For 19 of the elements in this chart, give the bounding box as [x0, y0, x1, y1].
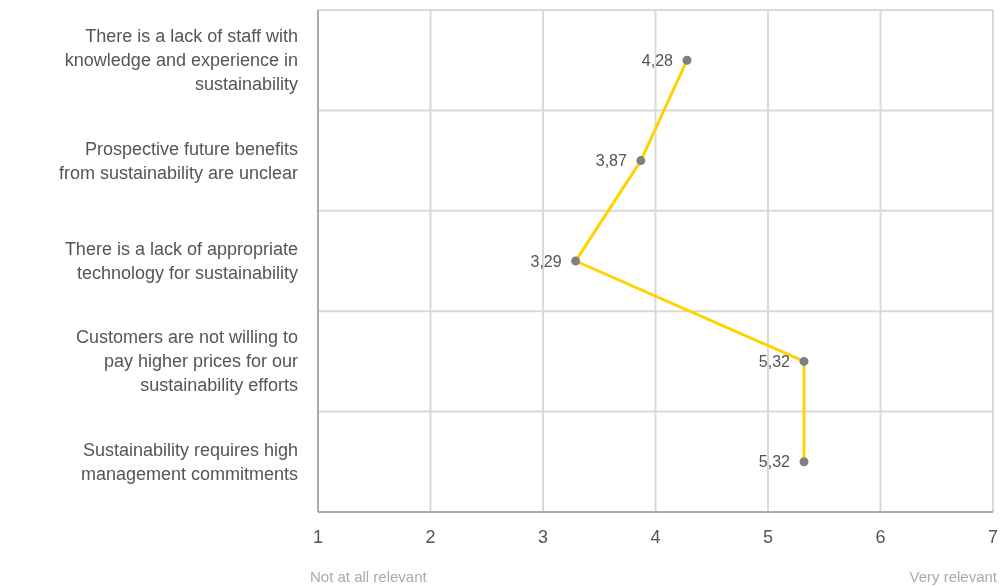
data-label: 5,32 [758, 453, 791, 471]
x-tick-label: 7 [987, 526, 999, 547]
y-tick-label: There is a lack of appropriate technology for sustainability [64, 239, 298, 283]
data-label: 5,32 [758, 352, 791, 370]
y-tick-label: Sustainability requires high management commitments [80, 439, 298, 484]
x-tick-label: 2 [425, 526, 436, 547]
text: Very relevant [909, 568, 997, 585]
data-label: 3,29 [530, 252, 562, 270]
data-label: 3,87 [595, 152, 627, 170]
x-tick-label: 4 [650, 526, 661, 547]
y-tick-label: Customers are not willing to pay higher prices for our sustainability efforts [75, 327, 298, 396]
x-tick-label: 6 [875, 526, 886, 547]
data-label: 4,28 [641, 51, 674, 69]
x-tick-label: 3 [537, 526, 549, 547]
y-tick-label: There is a lack of staff with knowledge and experience in sustainability [64, 26, 298, 95]
x-tick-label: 1 [312, 526, 324, 547]
text: Not at all relevant [310, 568, 427, 585]
x-tick-label: 5 [762, 526, 774, 547]
y-tick-label: Prospective future benefits from sustainability are unclear [58, 138, 298, 183]
